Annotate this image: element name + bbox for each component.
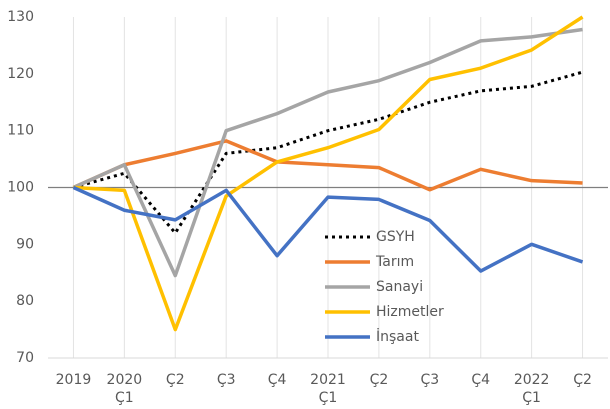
x-tick-line: 2021 [310,372,346,388]
x-tick-line: 2019 [56,372,92,388]
legend-label: Tarım [375,254,414,270]
x-tick-line: Ç3 [420,372,439,388]
x-tick-line: 2020 [107,372,143,388]
x-tick-line: Ç4 [471,372,490,388]
y-tick-label: 130 [7,9,34,25]
x-tick-label: 2019 [56,372,92,388]
x-tick-label: Ç3 [217,372,236,388]
x-tick-label: Ç3 [420,372,439,388]
x-tick-line: Ç2 [166,372,185,388]
x-tick-label: Ç4 [471,372,490,388]
x-tick-label: Ç2 [166,372,185,388]
series-line [72,27,583,278]
x-tick-label: 2022 Ç1 [514,372,550,405]
series-line [73,70,583,235]
x-tick-line: Ç1 [522,390,541,405]
x-tick-line: Ç2 [573,372,592,388]
y-tick-label: 120 [7,66,34,82]
x-tick-line: Ç1 [115,390,134,405]
y-tick-label: 100 [7,180,34,196]
series-line [72,139,583,192]
x-tick-label: 2021 Ç1 [310,372,346,405]
x-tick-label: 2020 Ç1 [107,372,143,405]
legend-label: Sanayi [376,279,423,295]
x-tick-line: Ç3 [217,372,236,388]
legend-label: Hizmetler [376,304,444,320]
series-line [72,185,584,273]
x-tick-label: Ç2 [573,372,592,388]
legend-label: İnşaat [376,327,419,345]
x-tick-line: Ç2 [370,372,389,388]
x-tick-line: 2022 [514,372,550,388]
x-tick-label: Ç2 [370,372,389,388]
x-tick-label: Ç4 [268,372,287,388]
y-tick-label: 70 [16,350,34,366]
x-tick-line: Ç1 [319,390,338,405]
y-tick-label: 90 [16,236,34,252]
series-line [73,15,584,332]
legend-label: GSYH [376,229,415,245]
y-tick-label: 80 [16,293,34,309]
y-tick-label: 110 [7,123,34,139]
x-tick-line: Ç4 [268,372,287,388]
